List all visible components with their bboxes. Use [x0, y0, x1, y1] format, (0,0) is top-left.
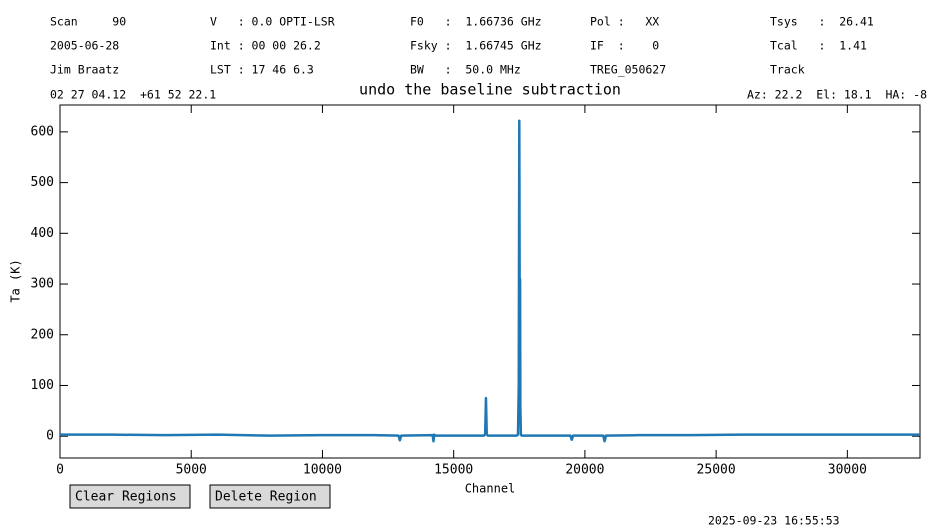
- button-label[interactable]: Clear Regions: [75, 490, 177, 505]
- y-tick-label: 500: [31, 175, 54, 190]
- clear-button[interactable]: Clear Regions: [69, 484, 191, 509]
- x-tick-label: 15000: [434, 463, 473, 478]
- header-field: LST : 17 46 6.3: [210, 63, 314, 77]
- x-tick-label: 20000: [565, 463, 604, 478]
- button-bg[interactable]: [69, 484, 191, 509]
- x-tick-label: 0: [56, 463, 64, 478]
- button-bg[interactable]: [209, 484, 331, 509]
- y-tick-label: 200: [31, 327, 54, 342]
- header-field: Int : 00 00 26.2: [210, 39, 321, 53]
- timestamp: 2025-09-23 16:55:53: [708, 514, 840, 528]
- header-field: 2005-06-28: [50, 39, 119, 53]
- header-field: Fsky : 1.66745 GHz: [410, 39, 542, 53]
- header-field: Tcal : 1.41: [770, 39, 867, 53]
- y-tick-label: 600: [31, 124, 54, 139]
- x-axis-label: Channel: [465, 482, 516, 496]
- header-field: TREG_050627: [590, 63, 666, 77]
- header-field: Track: [770, 63, 805, 77]
- y-tick-label: 400: [31, 226, 54, 241]
- x-tick-label: 25000: [697, 463, 736, 478]
- y-tick-label: 300: [31, 277, 54, 292]
- y-axis-label: Ta (K): [9, 259, 23, 302]
- spectrum-line: [60, 119, 920, 443]
- position: 02 27 04.12 +61 52 22.1: [50, 88, 216, 102]
- header-field: V : 0.0 OPTI-LSR: [210, 15, 335, 29]
- button-label[interactable]: Delete Region: [215, 490, 317, 505]
- header-field: Pol : XX: [590, 15, 659, 29]
- x-tick-label: 10000: [303, 463, 342, 478]
- delete-button[interactable]: Delete Region: [209, 484, 331, 509]
- chart-title: undo the baseline subtraction: [359, 81, 621, 99]
- header-field: BW : 50.0 MHz: [410, 63, 521, 77]
- pointing: Az: 22.2 El: 18.1 HA: -8: [747, 88, 927, 102]
- header-field: F0 : 1.66736 GHz: [410, 15, 542, 29]
- x-tick-label: 5000: [176, 463, 207, 478]
- y-tick-label: 100: [31, 378, 54, 393]
- header-field: Jim Braatz: [50, 63, 119, 77]
- plot-frame: [59, 104, 921, 459]
- header-field: Tsys : 26.41: [770, 15, 874, 29]
- header-field: Scan 90: [50, 15, 126, 29]
- y-tick-label: 0: [46, 429, 54, 444]
- header-field: IF : 0: [590, 39, 659, 53]
- x-tick-label: 30000: [828, 463, 867, 478]
